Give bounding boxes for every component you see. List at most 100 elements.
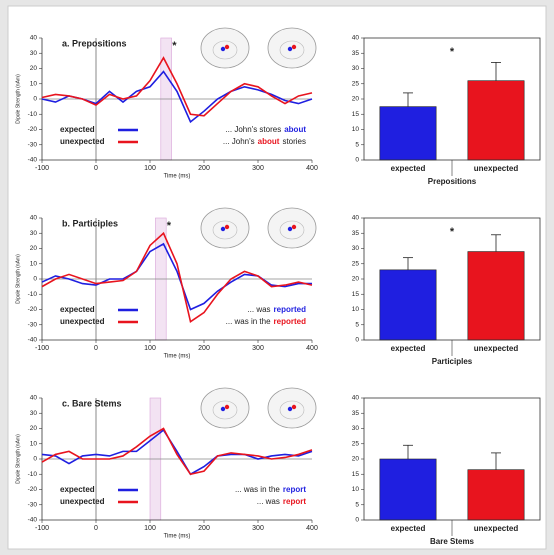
y-tick-label: 15 [352, 471, 360, 478]
legend-label: expected [60, 125, 95, 134]
sentence-part: ... John's stores [225, 125, 281, 134]
brain-outline [200, 207, 250, 249]
y-tick-label: 20 [30, 425, 38, 432]
y-tick-label: 0 [355, 517, 359, 524]
x-tick-label: 0 [94, 525, 98, 532]
sentence: ... was report [257, 497, 307, 506]
y-tick-label: 10 [352, 306, 360, 313]
y-tick-label: 40 [352, 395, 360, 402]
legend-label: expected [60, 305, 95, 314]
x-tick-label: unexpected [474, 524, 519, 533]
x-tick-label: 0 [94, 165, 98, 172]
y-tick-label: 30 [30, 50, 38, 57]
brain-outline [200, 27, 250, 69]
y-tick-label: 10 [352, 126, 360, 133]
y-tick-label: 0 [355, 337, 359, 344]
x-tick-label: unexpected [474, 344, 519, 353]
x-axis-label: Prepositions [428, 177, 477, 186]
sentence-part: stories [282, 137, 306, 146]
sentence: ... was in the reported [226, 317, 306, 326]
dipole-red [291, 44, 297, 50]
y-tick-label: 40 [352, 35, 360, 42]
dipole-blue [220, 46, 226, 52]
y-tick-label: 10 [30, 260, 38, 267]
bar [379, 106, 437, 161]
y-axis-label: Dipole Strength (nAm) [15, 74, 21, 124]
dipole-blue [220, 406, 226, 412]
x-tick-label: expected [391, 164, 426, 173]
y-tick-label: 20 [352, 456, 360, 463]
y-tick-label: 35 [352, 50, 360, 57]
brain-outline [267, 207, 317, 249]
x-axis-label: Time (ms) [164, 174, 191, 180]
dipole-blue [287, 226, 293, 232]
bar [467, 251, 525, 341]
y-tick-label: -20 [28, 306, 38, 313]
x-tick-label: 300 [252, 165, 264, 172]
y-tick-label: 40 [352, 215, 360, 222]
sentence: ... was reported [247, 305, 306, 314]
series-line [41, 427, 313, 476]
x-axis-label: Time (ms) [164, 534, 191, 540]
brain-inner [212, 220, 238, 240]
y-tick-label: 15 [352, 291, 360, 298]
x-tick-label: 0 [94, 345, 98, 352]
legend-label: expected [60, 485, 95, 494]
x-axis-label: Participles [432, 357, 473, 366]
brain-inner [212, 400, 238, 420]
y-tick-label: 30 [30, 230, 38, 237]
y-tick-label: 25 [352, 440, 360, 447]
y-tick-label: 30 [30, 410, 38, 417]
y-tick-label: -30 [28, 141, 38, 148]
y-tick-label: 40 [30, 215, 38, 222]
sentence-part: about [284, 125, 306, 134]
y-tick-label: 20 [30, 245, 38, 252]
y-tick-label: -40 [28, 337, 38, 344]
dipole-red [224, 224, 230, 230]
brain-inner [212, 40, 238, 60]
sentence: ... John's about stories [223, 137, 306, 146]
brain-inner [279, 400, 305, 420]
panel-title: c. Bare Stems [62, 398, 122, 408]
bar [467, 80, 525, 161]
x-tick-label: 100 [144, 165, 156, 172]
y-tick-label: 35 [352, 230, 360, 237]
sentence-part: about [258, 137, 280, 146]
x-tick-label: 200 [198, 165, 210, 172]
y-tick-label: -20 [28, 486, 38, 493]
y-tick-label: -30 [28, 501, 38, 508]
x-tick-label: unexpected [474, 164, 519, 173]
series-line [41, 428, 313, 476]
y-tick-label: 25 [352, 80, 360, 87]
y-tick-label: 35 [352, 410, 360, 417]
sentence-part: report [283, 485, 306, 494]
brain-outline [200, 387, 250, 429]
y-tick-label: 10 [30, 80, 38, 87]
sentence-part: ... was [247, 305, 270, 314]
series-line [41, 231, 313, 324]
bar [379, 269, 437, 341]
y-axis-label: Dipole Strength (nAm) [15, 434, 21, 484]
sentence: ... John's stores about [225, 125, 306, 134]
x-tick-label: 400 [306, 345, 318, 352]
sentence: ... was in the report [235, 485, 306, 494]
dipole-blue [220, 226, 226, 232]
brain-inner [279, 220, 305, 240]
x-axis-label: Time (ms) [164, 354, 191, 360]
significance-star: * [450, 226, 455, 238]
y-axis-label: Dipole Strength (nAm) [15, 254, 21, 304]
x-tick-label: 400 [306, 165, 318, 172]
x-tick-label: 100 [144, 525, 156, 532]
y-tick-label: 5 [355, 141, 359, 148]
y-tick-label: 10 [30, 440, 38, 447]
sentence-part: report [283, 497, 306, 506]
x-tick-label: 200 [198, 345, 210, 352]
y-tick-label: 0 [33, 96, 37, 103]
y-tick-label: 20 [352, 96, 360, 103]
sentence-part: ... was in the [235, 485, 280, 494]
bar [379, 458, 437, 521]
sentence-part: ... was [257, 497, 280, 506]
x-axis-label: Bare Stems [430, 537, 475, 546]
x-tick-label: 400 [306, 525, 318, 532]
